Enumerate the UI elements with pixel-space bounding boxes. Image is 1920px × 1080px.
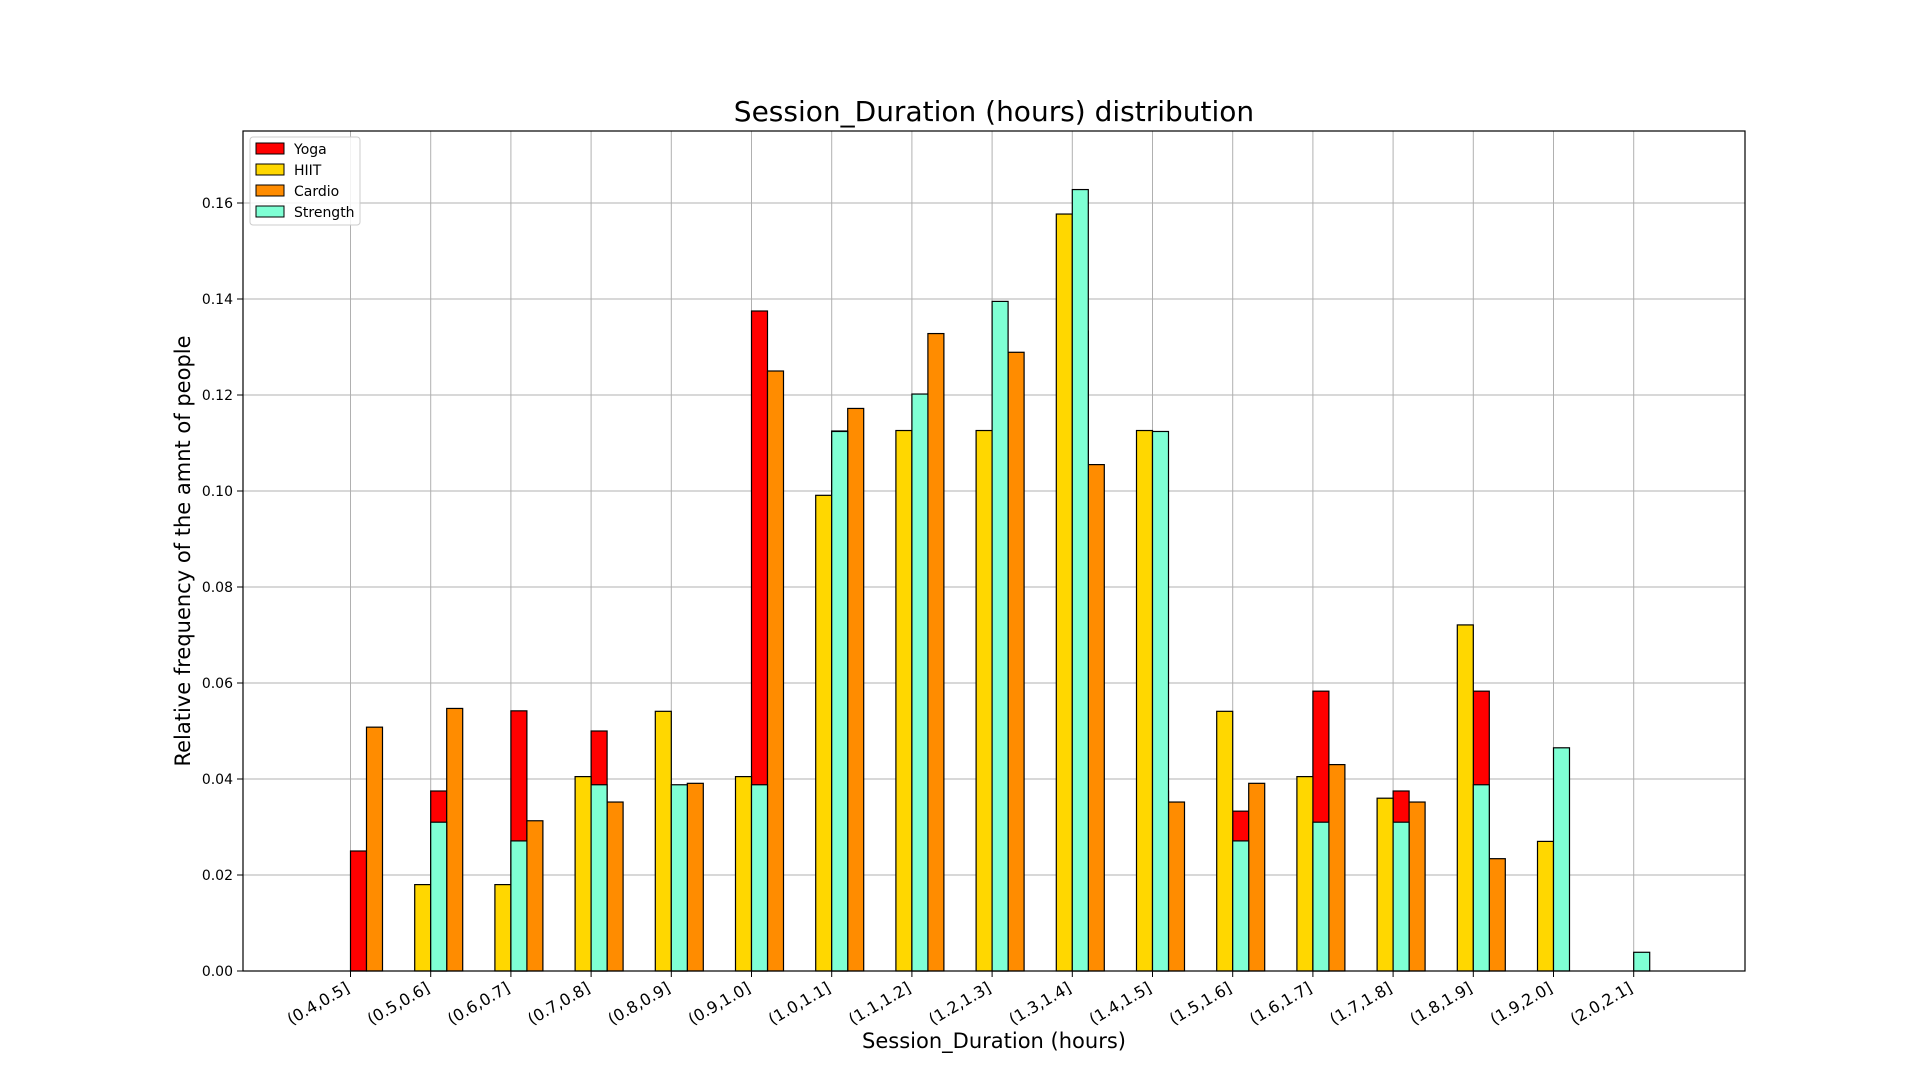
x-tick-label: (1.6,1.7] xyxy=(1246,978,1315,1029)
y-tick-label: 0.08 xyxy=(202,580,233,596)
legend-swatch-hiit xyxy=(255,163,285,176)
bar-hiit-2 xyxy=(494,883,512,972)
legend-box xyxy=(249,136,361,226)
bar-strength-3 xyxy=(590,784,608,972)
bar-hiit-12 xyxy=(1296,775,1314,972)
bar-hiit-15 xyxy=(1536,840,1555,972)
bar-strength-1 xyxy=(430,821,448,972)
x-tick-label: (0.8,0.9] xyxy=(605,978,674,1029)
plot-frame xyxy=(242,130,1746,972)
bar-cardio-13 xyxy=(1408,801,1426,972)
bar-cardio-7 xyxy=(927,332,945,972)
legend-label-cardio: Cardio xyxy=(294,184,339,200)
chart-title: Session_Duration (hours) distribution xyxy=(734,95,1254,128)
bar-hiit-3 xyxy=(574,775,592,972)
legend-label-hiit: HIIT xyxy=(294,163,322,179)
bar-strength-7 xyxy=(911,393,929,972)
bar-strength-6 xyxy=(831,430,849,972)
y-tick-label: 0.04 xyxy=(202,772,233,788)
y-tick-label: 0.14 xyxy=(202,292,233,308)
bar-strength-5 xyxy=(750,784,769,972)
bar-hiit-11 xyxy=(1216,710,1234,972)
bar-cardio-10 xyxy=(1167,801,1186,972)
x-tick-label: (2.0,2.1] xyxy=(1567,978,1636,1029)
y-tick-label: 0.12 xyxy=(202,388,233,404)
bar-strength-2 xyxy=(510,840,528,972)
bar-cardio-0 xyxy=(365,726,384,972)
bar-strength-8 xyxy=(991,300,1009,972)
y-tick-label: 0.02 xyxy=(202,868,233,884)
x-tick-label: (1.7,1.8] xyxy=(1326,978,1395,1029)
bar-cardio-6 xyxy=(847,407,865,972)
bar-cardio-11 xyxy=(1248,782,1266,972)
bar-yoga-0 xyxy=(349,850,368,972)
bar-strength-10 xyxy=(1151,430,1170,972)
x-axis-ticks: (0.4,0.5] (0.5,0.6] (0.6,0.7] (0.7,0.8] (0.8… xyxy=(284,971,1636,1029)
x-tick-label: (1.5,1.6] xyxy=(1166,978,1235,1029)
x-tick-label: (1.8,1.9] xyxy=(1407,978,1476,1029)
bar-cardio-9 xyxy=(1087,464,1105,972)
x-tick-label: (1.0,1.1] xyxy=(765,978,834,1029)
y-axis-label: Relative frequency of the amnt of people xyxy=(171,335,195,766)
x-tick-label: (0.4,0.5] xyxy=(284,978,353,1029)
bar-hiit-7 xyxy=(895,429,913,972)
bar-hiit-5 xyxy=(734,775,753,972)
legend-label-strength: Strength xyxy=(294,205,355,221)
x-tick-label: (1.3,1.4] xyxy=(1006,978,1075,1029)
bar-strength-9 xyxy=(1071,188,1089,972)
y-tick-label: 0.00 xyxy=(202,964,233,980)
x-tick-label: (0.5,0.6] xyxy=(364,978,433,1029)
x-tick-label: (1.9,2.0] xyxy=(1487,978,1556,1029)
bar-hiit-10 xyxy=(1135,429,1154,972)
bar-hiit-1 xyxy=(414,883,432,972)
y-tick-label: 0.06 xyxy=(202,676,233,692)
legend-swatch-cardio xyxy=(255,184,285,197)
y-axis-ticks: 0.00 0.02 0.04 0.06 0.08 0.10 0.12 0.14 0.16 xyxy=(202,196,243,980)
bar-cardio-2 xyxy=(526,820,544,972)
bar-cardio-1 xyxy=(446,707,464,972)
x-tick-label: (1.4,1.5] xyxy=(1086,978,1155,1029)
legend-swatch-strength xyxy=(255,205,285,218)
x-tick-label: (0.9,1.0] xyxy=(685,978,754,1029)
x-tick-label: (0.6,0.7] xyxy=(444,978,513,1029)
x-tick-label: (1.2,1.3] xyxy=(925,978,994,1029)
bar-hiit-14 xyxy=(1456,624,1474,972)
bar-strength-12 xyxy=(1312,821,1330,972)
bar-cardio-3 xyxy=(606,801,624,972)
y-tick-label: 0.10 xyxy=(202,484,233,500)
bar-strength-16 xyxy=(1633,951,1651,972)
bar-cardio-4 xyxy=(686,782,704,972)
bar-cardio-14 xyxy=(1488,858,1506,972)
legend-swatch-yoga xyxy=(255,142,285,155)
legend-label-yoga: Yoga xyxy=(293,142,327,158)
y-tick-label: 0.16 xyxy=(202,196,233,212)
bar-strength-15 xyxy=(1552,747,1571,972)
legend: Yoga HIIT Cardio Strength xyxy=(249,136,361,226)
bars xyxy=(349,188,1651,972)
bar-hiit-13 xyxy=(1376,797,1394,972)
bar-strength-13 xyxy=(1392,821,1410,972)
x-tick-label: (0.7,0.8] xyxy=(524,978,593,1029)
bar-hiit-4 xyxy=(654,710,672,972)
x-axis-label: Session_Duration (hours) xyxy=(862,1029,1126,1054)
bar-hiit-8 xyxy=(975,429,993,972)
bar-hiit-6 xyxy=(815,494,833,972)
x-tick-label: (1.1,1.2] xyxy=(845,978,914,1029)
bar-strength-4 xyxy=(670,784,688,972)
bar-strength-14 xyxy=(1472,784,1490,972)
bar-cardio-5 xyxy=(766,370,785,972)
bar-hiit-9 xyxy=(1055,213,1073,972)
bar-strength-11 xyxy=(1232,840,1250,972)
bar-cardio-8 xyxy=(1007,351,1025,972)
bar-cardio-12 xyxy=(1328,763,1346,972)
